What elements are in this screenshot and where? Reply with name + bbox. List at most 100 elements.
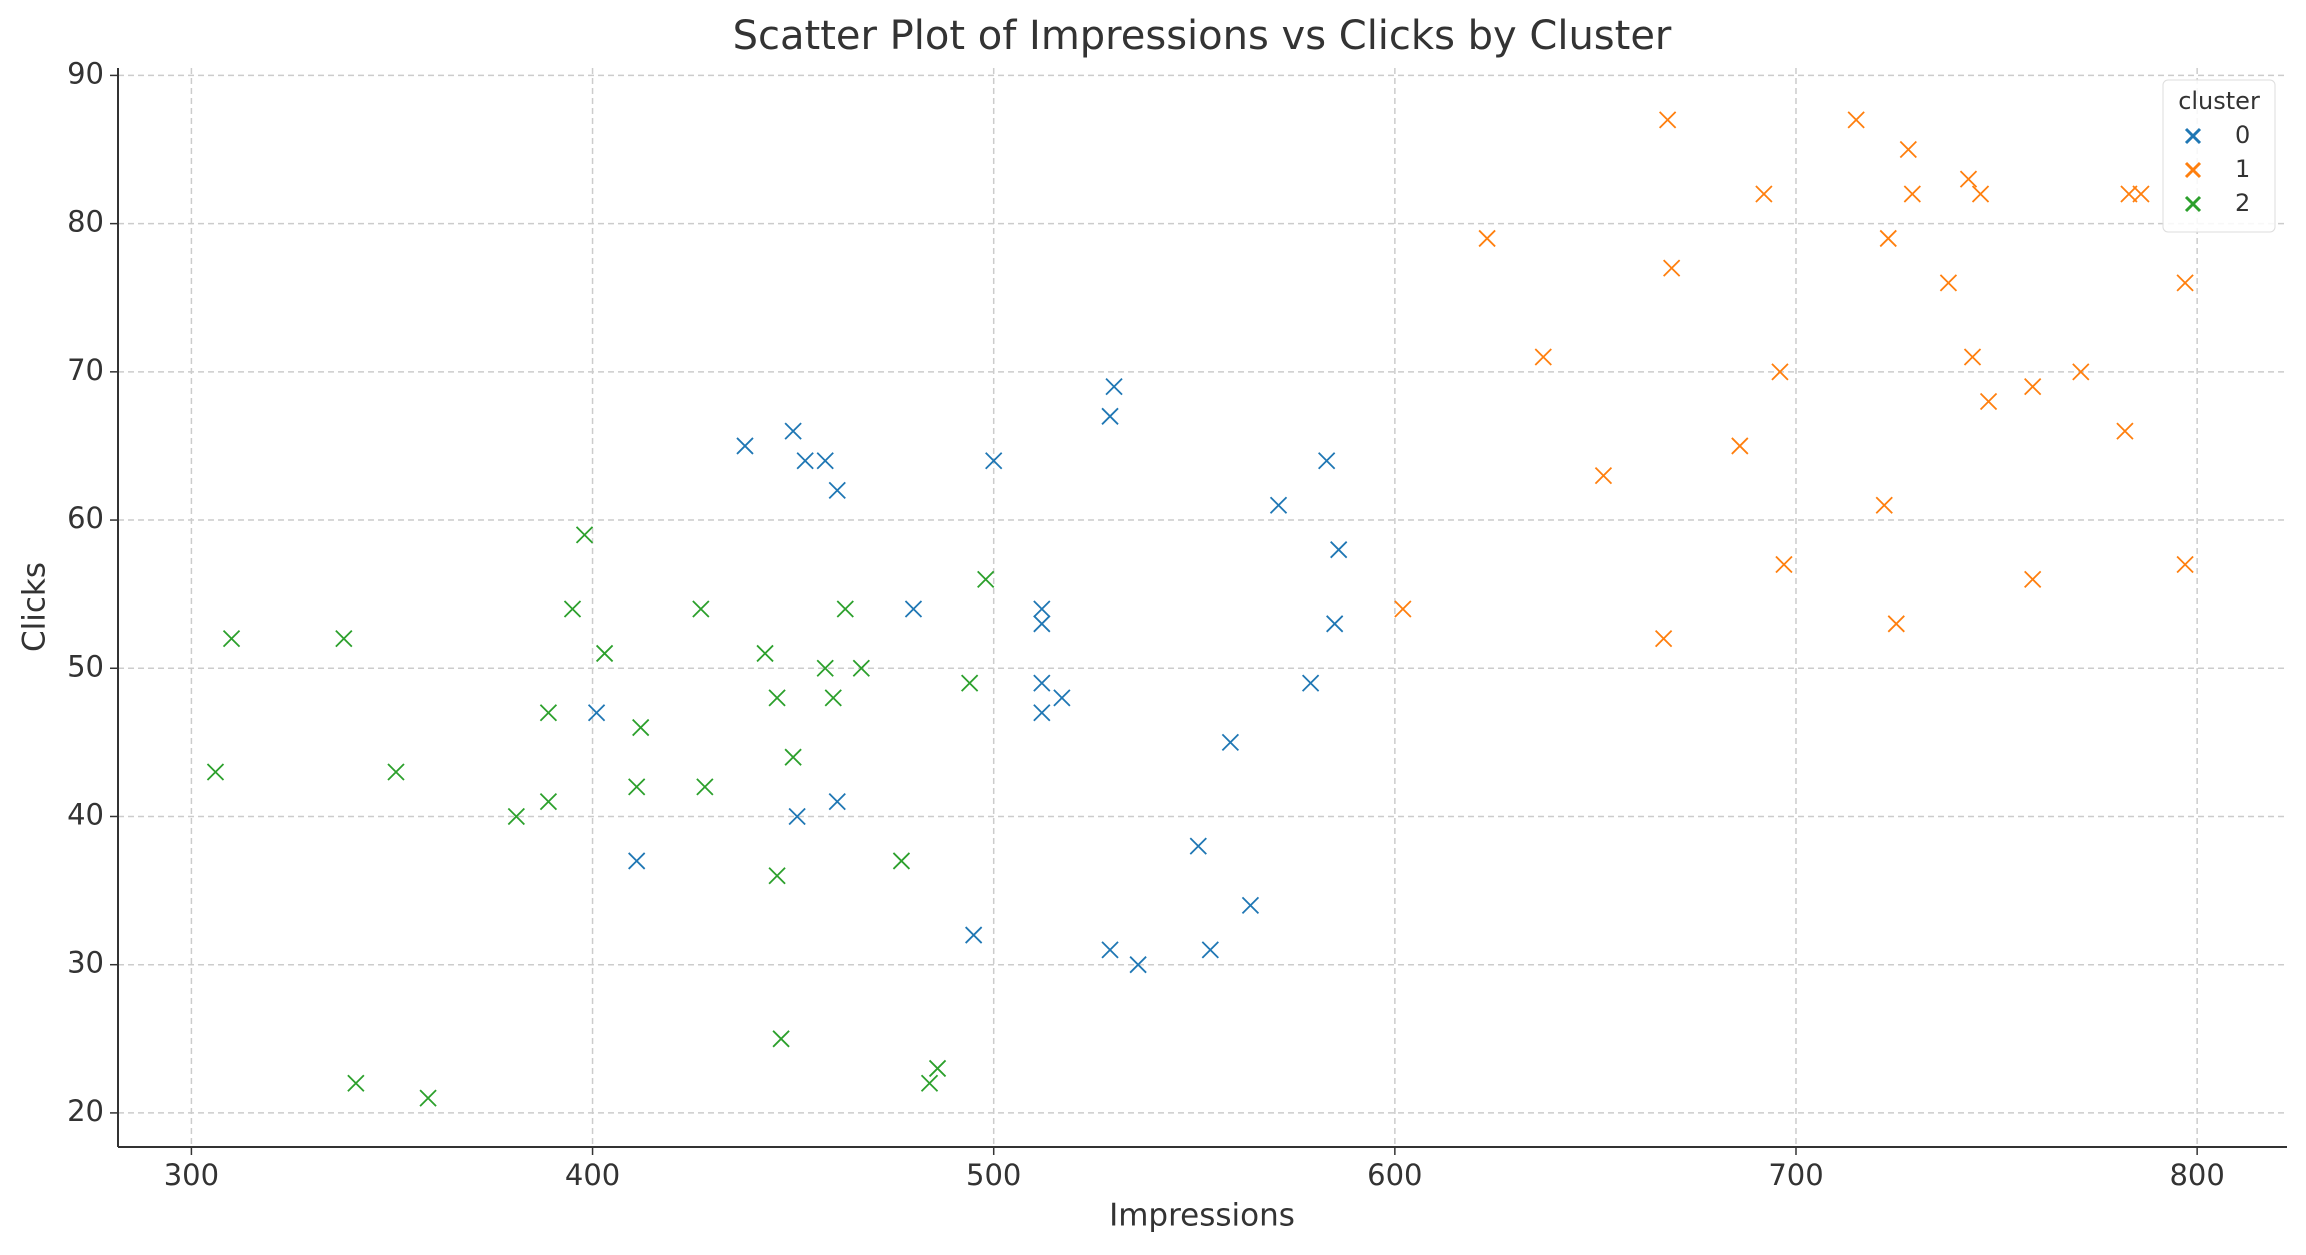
marker [852, 659, 870, 677]
marker [2024, 378, 2042, 396]
marker [1879, 229, 1897, 248]
marker [828, 481, 846, 500]
marker [1330, 541, 1348, 559]
marker [1731, 437, 1749, 455]
marker [1663, 259, 1681, 277]
y-tick-label: 30 [67, 946, 104, 980]
marker [1033, 600, 1051, 618]
marker [772, 1030, 790, 1048]
marker [1875, 496, 1893, 514]
marker [419, 1089, 437, 1107]
legend-label: 0 [2235, 121, 2250, 149]
marker [1887, 615, 1905, 633]
marker [768, 867, 786, 885]
marker [1033, 704, 1051, 722]
marker [335, 629, 353, 648]
x-tick-label: 300 [164, 1158, 219, 1192]
marker [816, 659, 834, 677]
marker [222, 629, 241, 648]
marker [563, 600, 582, 618]
marker [2184, 161, 2202, 179]
y-tick-label: 20 [67, 1094, 104, 1128]
y-tick-label: 70 [67, 353, 104, 387]
marker [892, 852, 911, 870]
marker [2184, 127, 2202, 145]
marker [1053, 689, 1071, 707]
x-tick-label: 400 [565, 1158, 620, 1192]
marker [1847, 111, 1865, 129]
marker [1979, 392, 1998, 411]
marker [387, 763, 405, 781]
marker [692, 600, 710, 618]
marker [796, 452, 814, 470]
marker [575, 526, 594, 544]
marker [824, 689, 842, 707]
marker [836, 600, 854, 618]
marker [920, 1074, 939, 1092]
x-tick-label: 800 [2169, 1158, 2224, 1192]
marker [904, 600, 923, 618]
marker [1241, 896, 1260, 915]
marker [1326, 615, 1344, 633]
marker [587, 704, 606, 722]
marker [1775, 555, 1793, 574]
marker [1534, 348, 1552, 366]
marker [539, 793, 558, 811]
marker [1654, 629, 1673, 648]
marker [1658, 111, 1677, 129]
marker [1033, 615, 1051, 633]
marker [1394, 600, 1412, 618]
marker [1899, 140, 1917, 159]
marker [2176, 555, 2194, 574]
marker [1971, 185, 1990, 203]
marker [1963, 348, 1982, 366]
legend-label: 1 [2235, 155, 2250, 183]
marker [1301, 674, 1320, 692]
marker [784, 748, 802, 766]
marker [628, 778, 646, 796]
marker [977, 570, 995, 588]
x-tick-label: 700 [1768, 1158, 1823, 1192]
x-tick-label: 500 [966, 1158, 1021, 1192]
marker [347, 1074, 365, 1092]
y-tick-label: 40 [67, 797, 104, 831]
marker [2116, 422, 2134, 440]
marker [756, 644, 774, 663]
marker [539, 704, 558, 722]
x-axis-label: Impressions [1109, 1198, 1295, 1234]
marker [1129, 956, 1147, 974]
legend-label: 2 [2235, 189, 2250, 217]
marker [928, 1059, 947, 1078]
y-axis-label: Clicks [17, 562, 53, 652]
legend-title: cluster [2178, 87, 2260, 115]
marker [1033, 674, 1051, 692]
marker [965, 926, 983, 944]
marker [2072, 363, 2090, 381]
marker [2024, 570, 2042, 588]
marker [2132, 185, 2150, 203]
chart-title: Scatter Plot of Impressions vs Clicks by… [733, 13, 1672, 59]
marker [632, 718, 650, 737]
marker [696, 778, 714, 796]
marker [1903, 185, 1921, 203]
marker [1101, 407, 1119, 425]
marker [788, 807, 806, 826]
marker [1939, 274, 1958, 292]
marker [2120, 185, 2138, 203]
marker [768, 689, 786, 707]
marker [736, 437, 754, 455]
marker [628, 852, 646, 870]
y-tick-label: 80 [67, 205, 104, 239]
marker [1959, 170, 1978, 188]
marker [1189, 837, 1207, 855]
y-tick-label: 50 [67, 649, 104, 683]
marker [1318, 452, 1336, 470]
marker [1105, 378, 1123, 396]
marker [206, 763, 225, 781]
marker [784, 422, 802, 440]
marker [1771, 363, 1789, 381]
marker [1101, 941, 1119, 959]
y-tick-label: 60 [67, 501, 104, 535]
legend-box [2162, 79, 2276, 233]
